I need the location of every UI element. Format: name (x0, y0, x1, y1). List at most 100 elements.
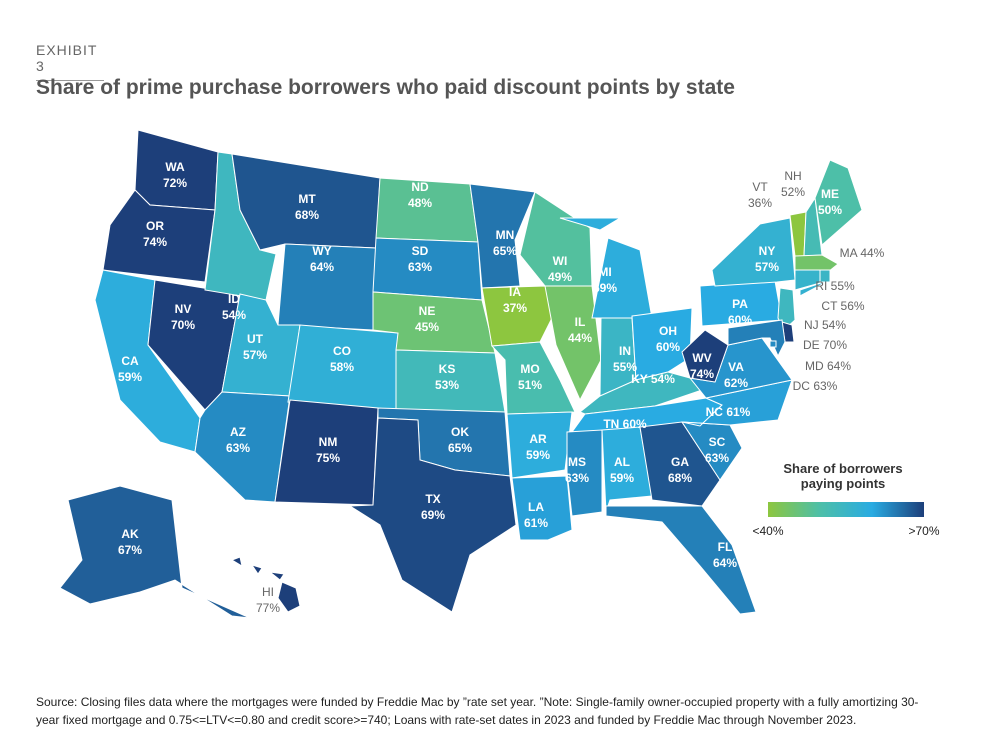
state-abbr: CO (333, 344, 351, 358)
state-abbr: RI (815, 279, 827, 293)
state-label: DC 63% (793, 379, 838, 393)
state-abbr: MA (840, 246, 858, 260)
state (631, 307, 693, 381)
state-value: 59% (118, 370, 142, 384)
state-value: 60% (728, 313, 752, 327)
source-note: Source: Closing files data where the mor… (36, 695, 919, 727)
state-label: CT 56% (821, 299, 864, 313)
colorbar-label: <40% (752, 524, 783, 538)
state-value: 65% (448, 441, 472, 455)
state-value: 52% (781, 185, 805, 199)
state-value: 56% (841, 299, 865, 313)
state-label: DE 70% (803, 338, 847, 352)
state-abbr: TX (425, 492, 440, 506)
kicker: EXHIBIT 3 (36, 42, 104, 81)
state-value: 62% (724, 376, 748, 390)
state-abbr: ND (411, 180, 429, 194)
state-value: 75% (316, 451, 340, 465)
state-value: 57% (243, 348, 267, 362)
state-abbr: MS (568, 455, 586, 469)
state-value: 64% (713, 556, 737, 570)
state-labels: WA 72% OR 74% CA 59% NV 70% ID 54% MT 68% WY 64% UT 57%… (118, 160, 885, 615)
state-abbr: LA (528, 500, 544, 514)
state-value: 59% (610, 471, 634, 485)
state-value: 63% (226, 441, 250, 455)
state (544, 285, 602, 402)
state-value: 69% (421, 508, 445, 522)
state-value: 67% (118, 543, 142, 557)
state-value: 44% (568, 331, 592, 345)
colorbar (768, 502, 924, 517)
state-abbr: NH (784, 169, 801, 183)
state-abbr: HI (262, 585, 274, 599)
state-abbr: GA (671, 455, 689, 469)
state (601, 426, 653, 513)
state-value: 77% (256, 601, 280, 615)
state (102, 189, 216, 283)
state-label: KY 54% (631, 372, 675, 386)
state (566, 429, 603, 517)
colorbar-label: >70% (908, 524, 939, 538)
state-value: 58% (330, 360, 354, 374)
state (639, 421, 721, 507)
state-abbr: KS (439, 362, 456, 376)
state-abbr: MD (805, 359, 824, 373)
state-value: 74% (143, 235, 167, 249)
state-value: 59% (593, 281, 617, 295)
state-label: MA 44% (840, 246, 885, 260)
state-value: 49% (548, 270, 572, 284)
state-value: 53% (435, 378, 459, 392)
state (230, 556, 301, 613)
state-abbr: SC (709, 435, 726, 449)
state-abbr: WI (553, 254, 568, 268)
state-value: 48% (408, 196, 432, 210)
state (794, 269, 821, 291)
state-value: 45% (415, 320, 439, 334)
state-value: 63% (408, 260, 432, 274)
state-label: RI 55% (815, 279, 855, 293)
state (794, 254, 839, 273)
state (348, 417, 517, 613)
state-label: NC 61% (706, 405, 751, 419)
state-abbr: MI (598, 265, 611, 279)
state-value: 60% (623, 417, 647, 431)
state-value: 57% (755, 260, 779, 274)
state-abbr: AR (529, 432, 547, 446)
state-abbr: ME (821, 187, 839, 201)
state-label: NJ 54% (804, 318, 846, 332)
states (59, 129, 863, 619)
state-label: TN 60% (603, 417, 647, 431)
state-value: 61% (726, 405, 750, 419)
state-abbr: VA (728, 360, 744, 374)
state-abbr: IL (575, 315, 586, 329)
state (506, 411, 573, 479)
state-value: 63% (705, 451, 729, 465)
state-abbr: IA (509, 285, 521, 299)
state-abbr: ID (228, 292, 240, 306)
state-value: 55% (831, 279, 855, 293)
state-value: 36% (748, 196, 772, 210)
state-value: 37% (503, 301, 527, 315)
state-value: 54% (822, 318, 846, 332)
state-value: 44% (860, 246, 884, 260)
state (490, 341, 576, 415)
state-abbr: IN (619, 344, 631, 358)
state-abbr: OK (451, 425, 469, 439)
state-value: 61% (524, 516, 548, 530)
state-abbr: OR (146, 219, 164, 233)
state-value: 65% (493, 244, 517, 258)
state-value: 68% (295, 208, 319, 222)
state-value: 55% (613, 360, 637, 374)
state-abbr: SD (412, 244, 429, 258)
state-abbr: WV (692, 351, 711, 365)
state-abbr: CA (121, 354, 139, 368)
state-value: 72% (163, 176, 187, 190)
state-value: 70% (171, 318, 195, 332)
state-value: 63% (813, 379, 837, 393)
state-abbr: AZ (230, 425, 246, 439)
state-value: 59% (526, 448, 550, 462)
state (511, 475, 573, 541)
state-abbr: MN (496, 228, 515, 242)
